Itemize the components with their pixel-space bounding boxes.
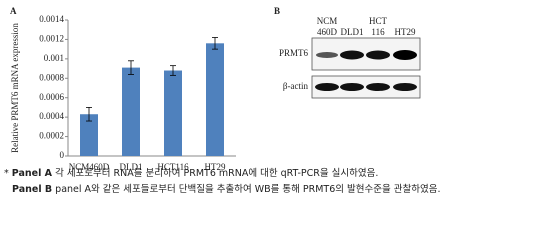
bar xyxy=(80,114,98,156)
caption-text: 각 세포로부터 RNA를 분리하여 PRMT6 mRNA에 대한 qRT-PCR… xyxy=(55,167,378,179)
y-tick-label: 0.0002 xyxy=(39,131,64,141)
blot-band xyxy=(366,83,390,91)
column-header: DLD1 xyxy=(341,27,364,37)
x-tick-label: DLD1 xyxy=(120,162,143,172)
column-header: HCT xyxy=(369,16,388,26)
blot-band xyxy=(393,83,417,91)
y-axis-label: Relative PRMT6 mRNA expression xyxy=(10,23,20,153)
column-header: 460D xyxy=(317,27,338,37)
blot-band xyxy=(366,50,390,60)
panel-label: B xyxy=(274,6,280,16)
bar xyxy=(122,67,140,156)
y-tick-label: 0.001 xyxy=(44,53,64,63)
error-bar xyxy=(212,37,218,50)
caption-line: Panel B panel A와 같은 세포들로부터 단백질을 추출하여 WB를… xyxy=(12,183,440,195)
blot-band xyxy=(393,50,417,60)
blot-band xyxy=(315,83,339,91)
error-bar xyxy=(86,107,92,122)
bar xyxy=(164,70,182,156)
caption-text: panel A와 같은 세포들로부터 단백질을 추출하여 WB를 통해 PRMT… xyxy=(55,183,440,195)
column-header: NCM xyxy=(317,16,338,26)
bar xyxy=(206,43,224,156)
x-tick-label: HCT116 xyxy=(157,162,189,172)
row-label: PRMT6 xyxy=(279,48,309,58)
blot-band xyxy=(340,83,364,91)
y-tick-label: 0 xyxy=(60,150,65,160)
caption-label: Panel B xyxy=(12,184,52,195)
blot-band xyxy=(316,52,338,58)
column-header: 116 xyxy=(371,27,385,37)
error-bar xyxy=(128,60,134,75)
x-tick-label: NCM460D xyxy=(69,162,110,172)
x-tick-label: HT29 xyxy=(205,162,226,172)
y-tick-label: 0.0012 xyxy=(39,33,64,43)
y-tick-label: 0.0004 xyxy=(39,111,64,121)
caption-line: * Panel A 각 세포로부터 RNA를 분리하여 PRMT6 mRNA에 … xyxy=(4,167,378,179)
y-tick-label: 0.0008 xyxy=(39,72,64,82)
panel-label: A xyxy=(10,6,17,16)
y-tick-label: 0.0006 xyxy=(39,92,64,102)
row-label: β-actin xyxy=(283,81,309,91)
blot-band xyxy=(340,50,364,60)
caption-label: Panel A xyxy=(12,168,53,179)
y-tick-label: 0.0014 xyxy=(39,14,64,24)
error-bar xyxy=(170,65,176,76)
column-header: HT29 xyxy=(395,27,416,37)
figure: A Relative PRMT6 mRNA expression B 0 0.00… xyxy=(4,6,440,195)
caption-marker: * xyxy=(4,168,9,179)
